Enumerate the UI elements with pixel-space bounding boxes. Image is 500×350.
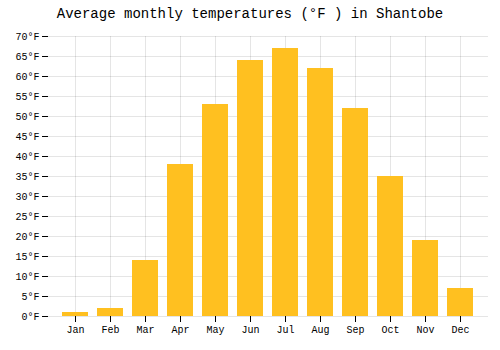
svg-text:Aug: Aug [311,325,329,336]
svg-text:Jan: Jan [66,325,84,336]
svg-text:55°F: 55°F [15,92,39,103]
svg-text:40°F: 40°F [15,152,39,163]
svg-text:10°F: 10°F [15,272,39,283]
svg-text:Sep: Sep [346,325,364,336]
svg-text:25°F: 25°F [15,212,39,223]
svg-text:0°F: 0°F [21,312,39,323]
svg-text:May: May [206,325,224,336]
svg-text:20°F: 20°F [15,232,39,243]
svg-text:60°F: 60°F [15,72,39,83]
svg-text:Mar: Mar [136,325,154,336]
svg-text:Oct: Oct [381,325,399,336]
svg-text:Apr: Apr [171,325,189,336]
svg-text:35°F: 35°F [15,172,39,183]
svg-text:15°F: 15°F [15,252,39,263]
svg-text:Jul: Jul [276,325,294,336]
html-text:Average monthly temperatures (: Average monthly temperatures (°F ) in Sh… [56,6,444,22]
svg-text:50°F: 50°F [15,112,39,123]
svg-text:5°F: 5°F [21,292,39,303]
svg-text:Nov: Nov [416,325,434,336]
svg-text:Jun: Jun [241,325,259,336]
svg-text:45°F: 45°F [15,132,39,143]
svg-text:65°F: 65°F [15,52,39,63]
svg-text:Feb: Feb [101,325,119,336]
svg-text:Dec: Dec [451,325,469,336]
svg-text:30°F: 30°F [15,192,39,203]
svg-text:70°F: 70°F [15,32,39,43]
